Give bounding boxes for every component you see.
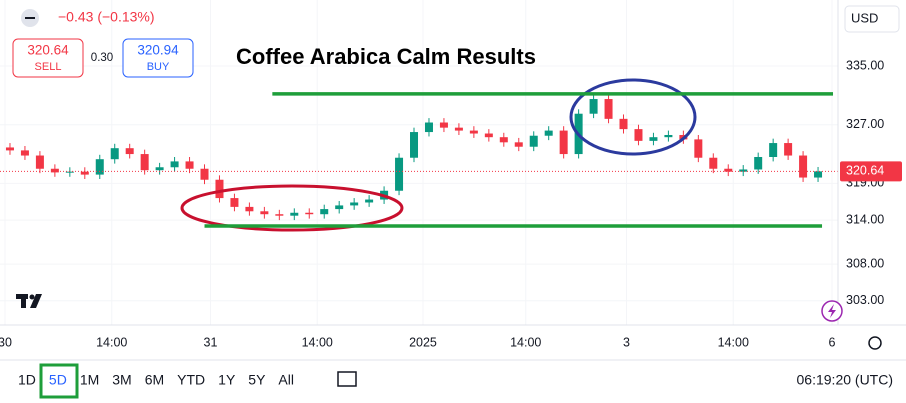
y-tick-label: 308.00 xyxy=(846,256,884,270)
candle-body xyxy=(454,127,463,131)
red-ellipse xyxy=(180,184,404,232)
x-tick-label: 14:00 xyxy=(302,335,333,349)
candle-body xyxy=(230,198,239,207)
timeframe-button[interactable]: YTD xyxy=(177,372,205,388)
last-price-label: 320.64 xyxy=(846,164,884,178)
settings-button[interactable] xyxy=(868,336,882,350)
candle-body xyxy=(694,139,703,158)
x-tick-label: 30 xyxy=(0,335,12,349)
replay-icon[interactable] xyxy=(337,371,357,387)
timeframe-button[interactable]: 1D xyxy=(18,372,36,388)
x-tick-label: 6 xyxy=(829,335,836,349)
candle-body xyxy=(619,118,628,130)
candle-body xyxy=(305,212,314,215)
candle-body xyxy=(215,179,224,199)
price-change: −0.43 (−0.13%) xyxy=(58,9,155,25)
candle-body xyxy=(589,99,598,114)
tv-logo xyxy=(16,294,42,308)
selected-timeframe-box xyxy=(39,363,79,399)
candle-body xyxy=(559,130,568,155)
candle-body xyxy=(499,137,508,143)
candle-body xyxy=(20,150,29,156)
candle-body xyxy=(709,157,718,169)
sell-label: SELL xyxy=(35,61,62,73)
candle-body xyxy=(634,129,643,141)
candle-body xyxy=(814,171,823,178)
x-tick-label: 31 xyxy=(204,335,218,349)
candle-body xyxy=(110,148,119,160)
candle-body xyxy=(5,147,14,151)
currency-button[interactable] xyxy=(844,5,900,33)
candle-body xyxy=(290,212,299,216)
candle-body xyxy=(35,155,44,169)
candle-body xyxy=(769,143,778,157)
buy-button[interactable] xyxy=(122,38,194,78)
candle-body xyxy=(529,135,538,147)
candle-body xyxy=(439,122,448,128)
y-tick-label: 303.00 xyxy=(846,293,884,307)
y-tick-label: 314.00 xyxy=(846,212,884,226)
timeframe-button[interactable]: 5D xyxy=(49,372,67,388)
candle-body xyxy=(784,143,793,156)
clock: 06:19:20 (UTC) xyxy=(797,372,893,388)
candle-body xyxy=(484,133,493,138)
candle-body xyxy=(50,168,59,173)
candle-body xyxy=(514,142,523,147)
alerts-icon xyxy=(828,304,836,318)
candle-body xyxy=(200,168,209,180)
candle-body xyxy=(724,168,733,172)
timeframe-button[interactable]: 5Y xyxy=(248,372,266,388)
candle-body xyxy=(320,209,329,215)
chart-title: Coffee Arabica Calm Results xyxy=(236,44,536,69)
timeframe-button[interactable]: 6M xyxy=(145,372,164,388)
candle-body xyxy=(664,134,673,138)
timeframe-button[interactable]: 3M xyxy=(112,372,131,388)
candle-body xyxy=(365,199,374,203)
spread: 0.30 xyxy=(91,52,113,64)
x-tick-label: 14:00 xyxy=(96,335,127,349)
candle-body xyxy=(185,161,194,169)
y-tick-label: 335.00 xyxy=(846,58,884,72)
timeframe-button[interactable]: 1Y xyxy=(218,372,236,388)
candle-body xyxy=(65,171,74,173)
candle-body xyxy=(170,161,179,168)
y-tick-label: 327.00 xyxy=(846,117,884,131)
candle-body xyxy=(739,169,748,172)
x-tick-label: 14:00 xyxy=(510,335,541,349)
plot-area xyxy=(0,0,838,325)
candle-body xyxy=(395,157,404,191)
currency: USD xyxy=(851,10,878,25)
candle-body xyxy=(95,159,104,175)
candle-body xyxy=(260,211,269,215)
x-tick-label: 14:00 xyxy=(718,335,749,349)
buy-price: 320.94 xyxy=(137,43,179,58)
candle-body xyxy=(125,148,134,155)
x-tick-label: 2025 xyxy=(409,335,437,349)
candle-body xyxy=(754,156,763,170)
candle-body xyxy=(245,206,254,212)
candle-body xyxy=(155,167,164,171)
candle-body xyxy=(649,137,658,141)
candle-body xyxy=(604,99,613,119)
candle-body xyxy=(424,122,433,133)
sell-price: 320.64 xyxy=(27,43,69,58)
candle-body xyxy=(469,130,478,134)
sell-button[interactable] xyxy=(12,38,84,78)
candle-body xyxy=(544,130,553,136)
last-price-box xyxy=(840,161,902,182)
candle-body xyxy=(350,202,359,206)
candle-body xyxy=(335,205,344,210)
candle-body xyxy=(275,214,284,216)
candle-body xyxy=(410,132,419,158)
candle-body xyxy=(140,154,149,171)
buy-label: BUY xyxy=(147,61,170,73)
candle-body xyxy=(799,155,808,178)
timeframe-button[interactable]: All xyxy=(278,372,294,388)
collapse-icon xyxy=(25,17,35,19)
blue-ellipse xyxy=(569,78,697,156)
timeframe-button[interactable]: 1M xyxy=(80,372,99,388)
candle-body xyxy=(80,171,89,175)
x-tick-label: 3 xyxy=(623,335,630,349)
